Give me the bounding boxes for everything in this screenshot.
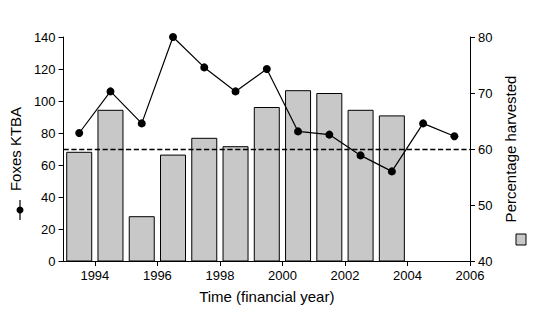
svg-text:60: 60 xyxy=(41,158,55,173)
svg-text:1998: 1998 xyxy=(205,268,234,283)
svg-text:2004: 2004 xyxy=(393,268,422,283)
svg-text:140: 140 xyxy=(34,30,56,45)
svg-text:2000: 2000 xyxy=(268,268,297,283)
svg-text:Percentage harvested: Percentage harvested xyxy=(502,76,519,223)
svg-text:60: 60 xyxy=(478,142,492,157)
svg-text:0: 0 xyxy=(48,254,55,269)
svg-text:Foxes KTBA: Foxes KTBA xyxy=(7,107,24,191)
svg-text:50: 50 xyxy=(478,198,492,213)
svg-text:1994: 1994 xyxy=(80,268,109,283)
svg-text:2006: 2006 xyxy=(456,268,485,283)
svg-text:40: 40 xyxy=(478,254,492,269)
svg-text:80: 80 xyxy=(41,126,55,141)
svg-text:70: 70 xyxy=(478,86,492,101)
svg-text:1996: 1996 xyxy=(143,268,172,283)
svg-text:40: 40 xyxy=(41,190,55,205)
svg-text:2002: 2002 xyxy=(330,268,359,283)
svg-text:Time (financial year): Time (financial year) xyxy=(199,288,334,305)
svg-text:100: 100 xyxy=(34,94,56,109)
svg-text:20: 20 xyxy=(41,222,55,237)
svg-text:80: 80 xyxy=(478,30,492,45)
svg-text:120: 120 xyxy=(34,62,56,77)
